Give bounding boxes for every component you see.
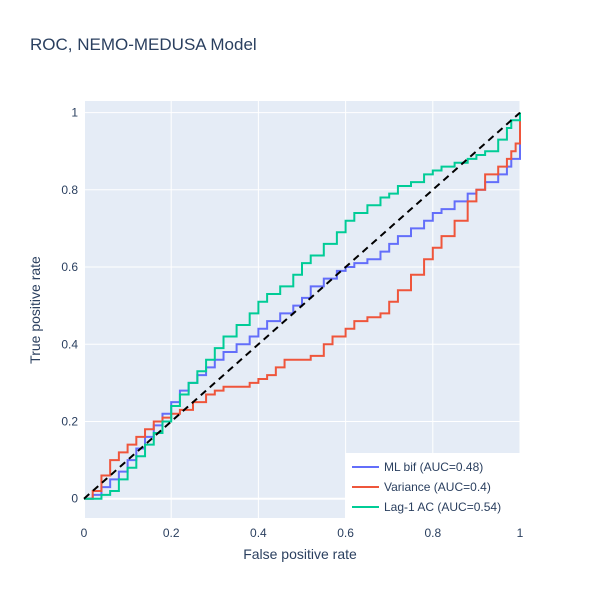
- x-tick-label: 0.2: [163, 526, 180, 540]
- series-line-2: [84, 112, 521, 500]
- legend-label: Variance (AUC=0.4): [384, 480, 491, 494]
- legend-label: ML bif (AUC=0.48): [384, 460, 483, 474]
- series-layer: [84, 112, 521, 500]
- y-axis-ticks: 0 0.2 0.4 0.6 0.8 1: [61, 106, 78, 506]
- series-line-1: [84, 143, 521, 500]
- y-tick-label: 0: [71, 492, 78, 506]
- x-tick-label: 0.8: [424, 526, 441, 540]
- plot-area: [84, 101, 520, 518]
- y-tick-label: 0.8: [61, 183, 78, 197]
- x-axis-title: False positive rate: [243, 546, 357, 562]
- y-tick-label: 0.6: [61, 260, 78, 274]
- diagonal-reference-line: [83, 111, 521, 500]
- series-line-3: [84, 112, 521, 500]
- x-tick-label: 0.6: [337, 526, 354, 540]
- x-axis-ticks: 0 0.2 0.4 0.6 0.8 1: [81, 526, 524, 540]
- chart-title: ROC, NEMO-MEDUSA Model: [30, 35, 257, 54]
- y-tick-label: 0.4: [61, 337, 78, 351]
- legend: ML bif (AUC=0.48) Variance (AUC=0.4) Lag-1…: [345, 453, 520, 519]
- x-tick-label: 0.4: [250, 526, 267, 540]
- legend-label: Lag-1 AC (AUC=0.54): [384, 500, 501, 514]
- x-tick-label: 0: [81, 526, 88, 540]
- y-axis-title: True positive rate: [27, 256, 43, 364]
- y-tick-label: 0.2: [61, 414, 78, 428]
- x-tick-label: 1: [517, 526, 524, 540]
- y-tick-label: 1: [71, 106, 78, 120]
